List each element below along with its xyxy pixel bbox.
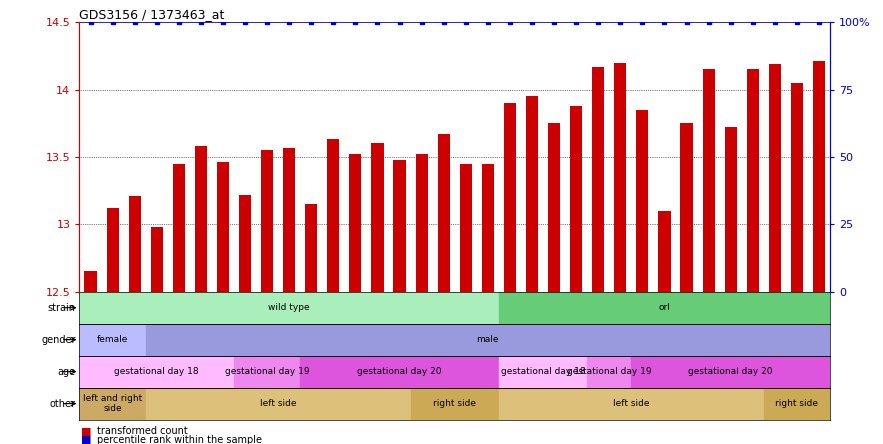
Bar bbox=[372, 143, 383, 292]
Bar bbox=[499, 356, 587, 388]
Bar bbox=[438, 134, 449, 292]
Bar bbox=[411, 388, 499, 420]
Bar bbox=[460, 164, 472, 292]
Bar bbox=[570, 106, 582, 292]
Text: percentile rank within the sample: percentile rank within the sample bbox=[97, 435, 262, 444]
Text: female: female bbox=[97, 335, 128, 344]
Text: left side: left side bbox=[613, 399, 650, 408]
Text: left side: left side bbox=[260, 399, 297, 408]
Bar bbox=[631, 356, 830, 388]
Bar bbox=[234, 356, 300, 388]
Bar bbox=[79, 388, 146, 420]
Bar bbox=[548, 123, 560, 292]
Text: GDS3156 / 1373463_at: GDS3156 / 1373463_at bbox=[79, 8, 225, 21]
Text: gestational day 20: gestational day 20 bbox=[358, 367, 442, 376]
Text: male: male bbox=[477, 335, 499, 344]
Text: gestational day 19: gestational day 19 bbox=[567, 367, 652, 376]
Bar bbox=[791, 83, 803, 292]
Text: left and right
side: left and right side bbox=[83, 394, 142, 413]
Bar bbox=[306, 204, 317, 292]
Bar bbox=[300, 356, 499, 388]
Bar bbox=[725, 127, 736, 292]
Bar bbox=[107, 208, 118, 292]
Bar bbox=[769, 64, 781, 292]
Bar bbox=[79, 292, 499, 324]
Text: gestational day 18: gestational day 18 bbox=[115, 367, 199, 376]
Bar bbox=[499, 292, 830, 324]
Bar bbox=[261, 150, 273, 292]
Bar bbox=[747, 69, 758, 292]
Text: right side: right side bbox=[434, 399, 476, 408]
Text: gestational day 19: gestational day 19 bbox=[225, 367, 309, 376]
Bar bbox=[615, 63, 626, 292]
Text: age: age bbox=[57, 367, 76, 377]
Bar bbox=[499, 388, 764, 420]
Text: gestational day 20: gestational day 20 bbox=[689, 367, 773, 376]
Bar bbox=[659, 211, 670, 292]
Bar bbox=[239, 194, 251, 292]
Text: gender: gender bbox=[42, 335, 76, 345]
Text: orl: orl bbox=[659, 303, 670, 312]
Bar bbox=[195, 146, 207, 292]
Bar bbox=[85, 271, 96, 292]
Bar bbox=[416, 154, 427, 292]
Text: right side: right side bbox=[775, 399, 819, 408]
Text: wild type: wild type bbox=[268, 303, 310, 312]
Bar bbox=[764, 388, 830, 420]
Text: ■: ■ bbox=[81, 426, 92, 436]
Bar bbox=[79, 356, 234, 388]
Bar bbox=[151, 227, 162, 292]
Bar bbox=[394, 160, 405, 292]
Bar bbox=[283, 147, 295, 292]
Bar bbox=[681, 123, 692, 292]
Text: transformed count: transformed count bbox=[97, 426, 188, 436]
Text: gestational day 18: gestational day 18 bbox=[501, 367, 585, 376]
Bar bbox=[217, 163, 229, 292]
Bar bbox=[526, 96, 538, 292]
Bar bbox=[79, 324, 146, 356]
Text: strain: strain bbox=[48, 303, 76, 313]
Bar bbox=[592, 67, 604, 292]
Bar bbox=[350, 154, 361, 292]
Bar bbox=[328, 139, 339, 292]
Bar bbox=[587, 356, 631, 388]
Bar bbox=[129, 196, 140, 292]
Text: other: other bbox=[49, 399, 76, 408]
Bar bbox=[146, 388, 411, 420]
Bar bbox=[703, 69, 714, 292]
Bar bbox=[482, 164, 494, 292]
Bar bbox=[173, 164, 185, 292]
Text: ■: ■ bbox=[81, 435, 92, 444]
Bar bbox=[637, 110, 648, 292]
Bar bbox=[504, 103, 516, 292]
Bar bbox=[813, 61, 825, 292]
